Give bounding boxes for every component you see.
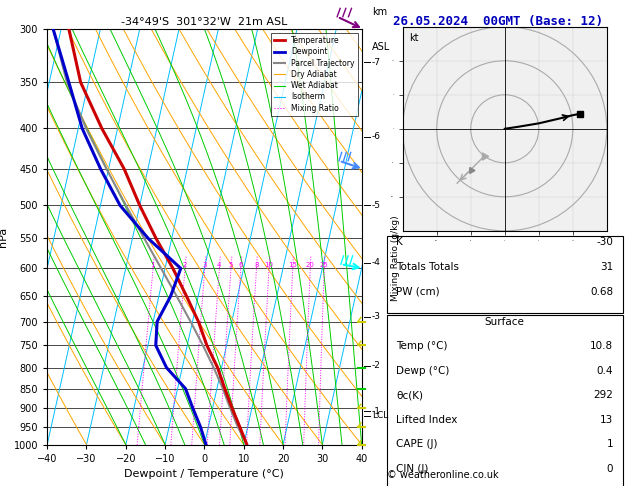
Text: 13: 13 [600, 415, 613, 425]
Text: 1: 1 [606, 439, 613, 450]
Text: -4: -4 [372, 258, 381, 267]
Text: 0: 0 [607, 464, 613, 474]
Text: -3: -3 [372, 312, 381, 321]
Text: Mixing Ratio (g/kg): Mixing Ratio (g/kg) [391, 215, 400, 300]
Text: 2: 2 [182, 262, 187, 268]
Text: Totals Totals: Totals Totals [396, 262, 459, 272]
Text: K: K [396, 238, 403, 247]
Text: 8: 8 [254, 262, 259, 268]
Text: -6: -6 [372, 133, 381, 141]
Text: 5: 5 [229, 262, 233, 268]
Title: -34°49'S  301°32'W  21m ASL: -34°49'S 301°32'W 21m ASL [121, 17, 287, 27]
Legend: Temperature, Dewpoint, Parcel Trajectory, Dry Adiabat, Wet Adiabat, Isotherm, Mi: Temperature, Dewpoint, Parcel Trajectory… [270, 33, 358, 116]
Text: 31: 31 [600, 262, 613, 272]
Text: 0.68: 0.68 [590, 287, 613, 296]
Bar [387, 315, 623, 486]
Text: ASL: ASL [372, 42, 390, 52]
Text: CAPE (J): CAPE (J) [396, 439, 438, 450]
Text: 15: 15 [288, 262, 297, 268]
Y-axis label: hPa: hPa [0, 227, 8, 247]
Text: 3: 3 [203, 262, 207, 268]
Text: © weatheronline.co.uk: © weatheronline.co.uk [387, 470, 498, 480]
Text: 4: 4 [217, 262, 221, 268]
Text: 26.05.2024  00GMT (Base: 12): 26.05.2024 00GMT (Base: 12) [393, 15, 603, 28]
Text: θᴄ(K): θᴄ(K) [396, 390, 423, 400]
Text: 1: 1 [151, 262, 155, 268]
Text: Surface: Surface [485, 316, 525, 327]
Text: CIN (J): CIN (J) [396, 464, 428, 474]
Bar [387, 236, 623, 312]
Text: -7: -7 [372, 57, 381, 67]
Text: LCL: LCL [372, 412, 388, 420]
Text: -5: -5 [372, 201, 381, 210]
Text: km: km [372, 7, 387, 17]
Text: 292: 292 [593, 390, 613, 400]
Text: PW (cm): PW (cm) [396, 287, 440, 296]
Text: -30: -30 [596, 238, 613, 247]
Text: 25: 25 [320, 262, 328, 268]
Text: 10: 10 [264, 262, 274, 268]
Text: 0.4: 0.4 [597, 366, 613, 376]
Text: Dewp (°C): Dewp (°C) [396, 366, 450, 376]
Text: 10.8: 10.8 [590, 341, 613, 351]
Text: Temp (°C): Temp (°C) [396, 341, 448, 351]
Text: Lifted Index: Lifted Index [396, 415, 458, 425]
Text: 20: 20 [306, 262, 314, 268]
Text: kt: kt [409, 33, 418, 43]
Text: -1: -1 [372, 406, 381, 416]
Text: 6: 6 [238, 262, 243, 268]
X-axis label: Dewpoint / Temperature (°C): Dewpoint / Temperature (°C) [125, 469, 284, 479]
Text: -2: -2 [372, 361, 381, 370]
